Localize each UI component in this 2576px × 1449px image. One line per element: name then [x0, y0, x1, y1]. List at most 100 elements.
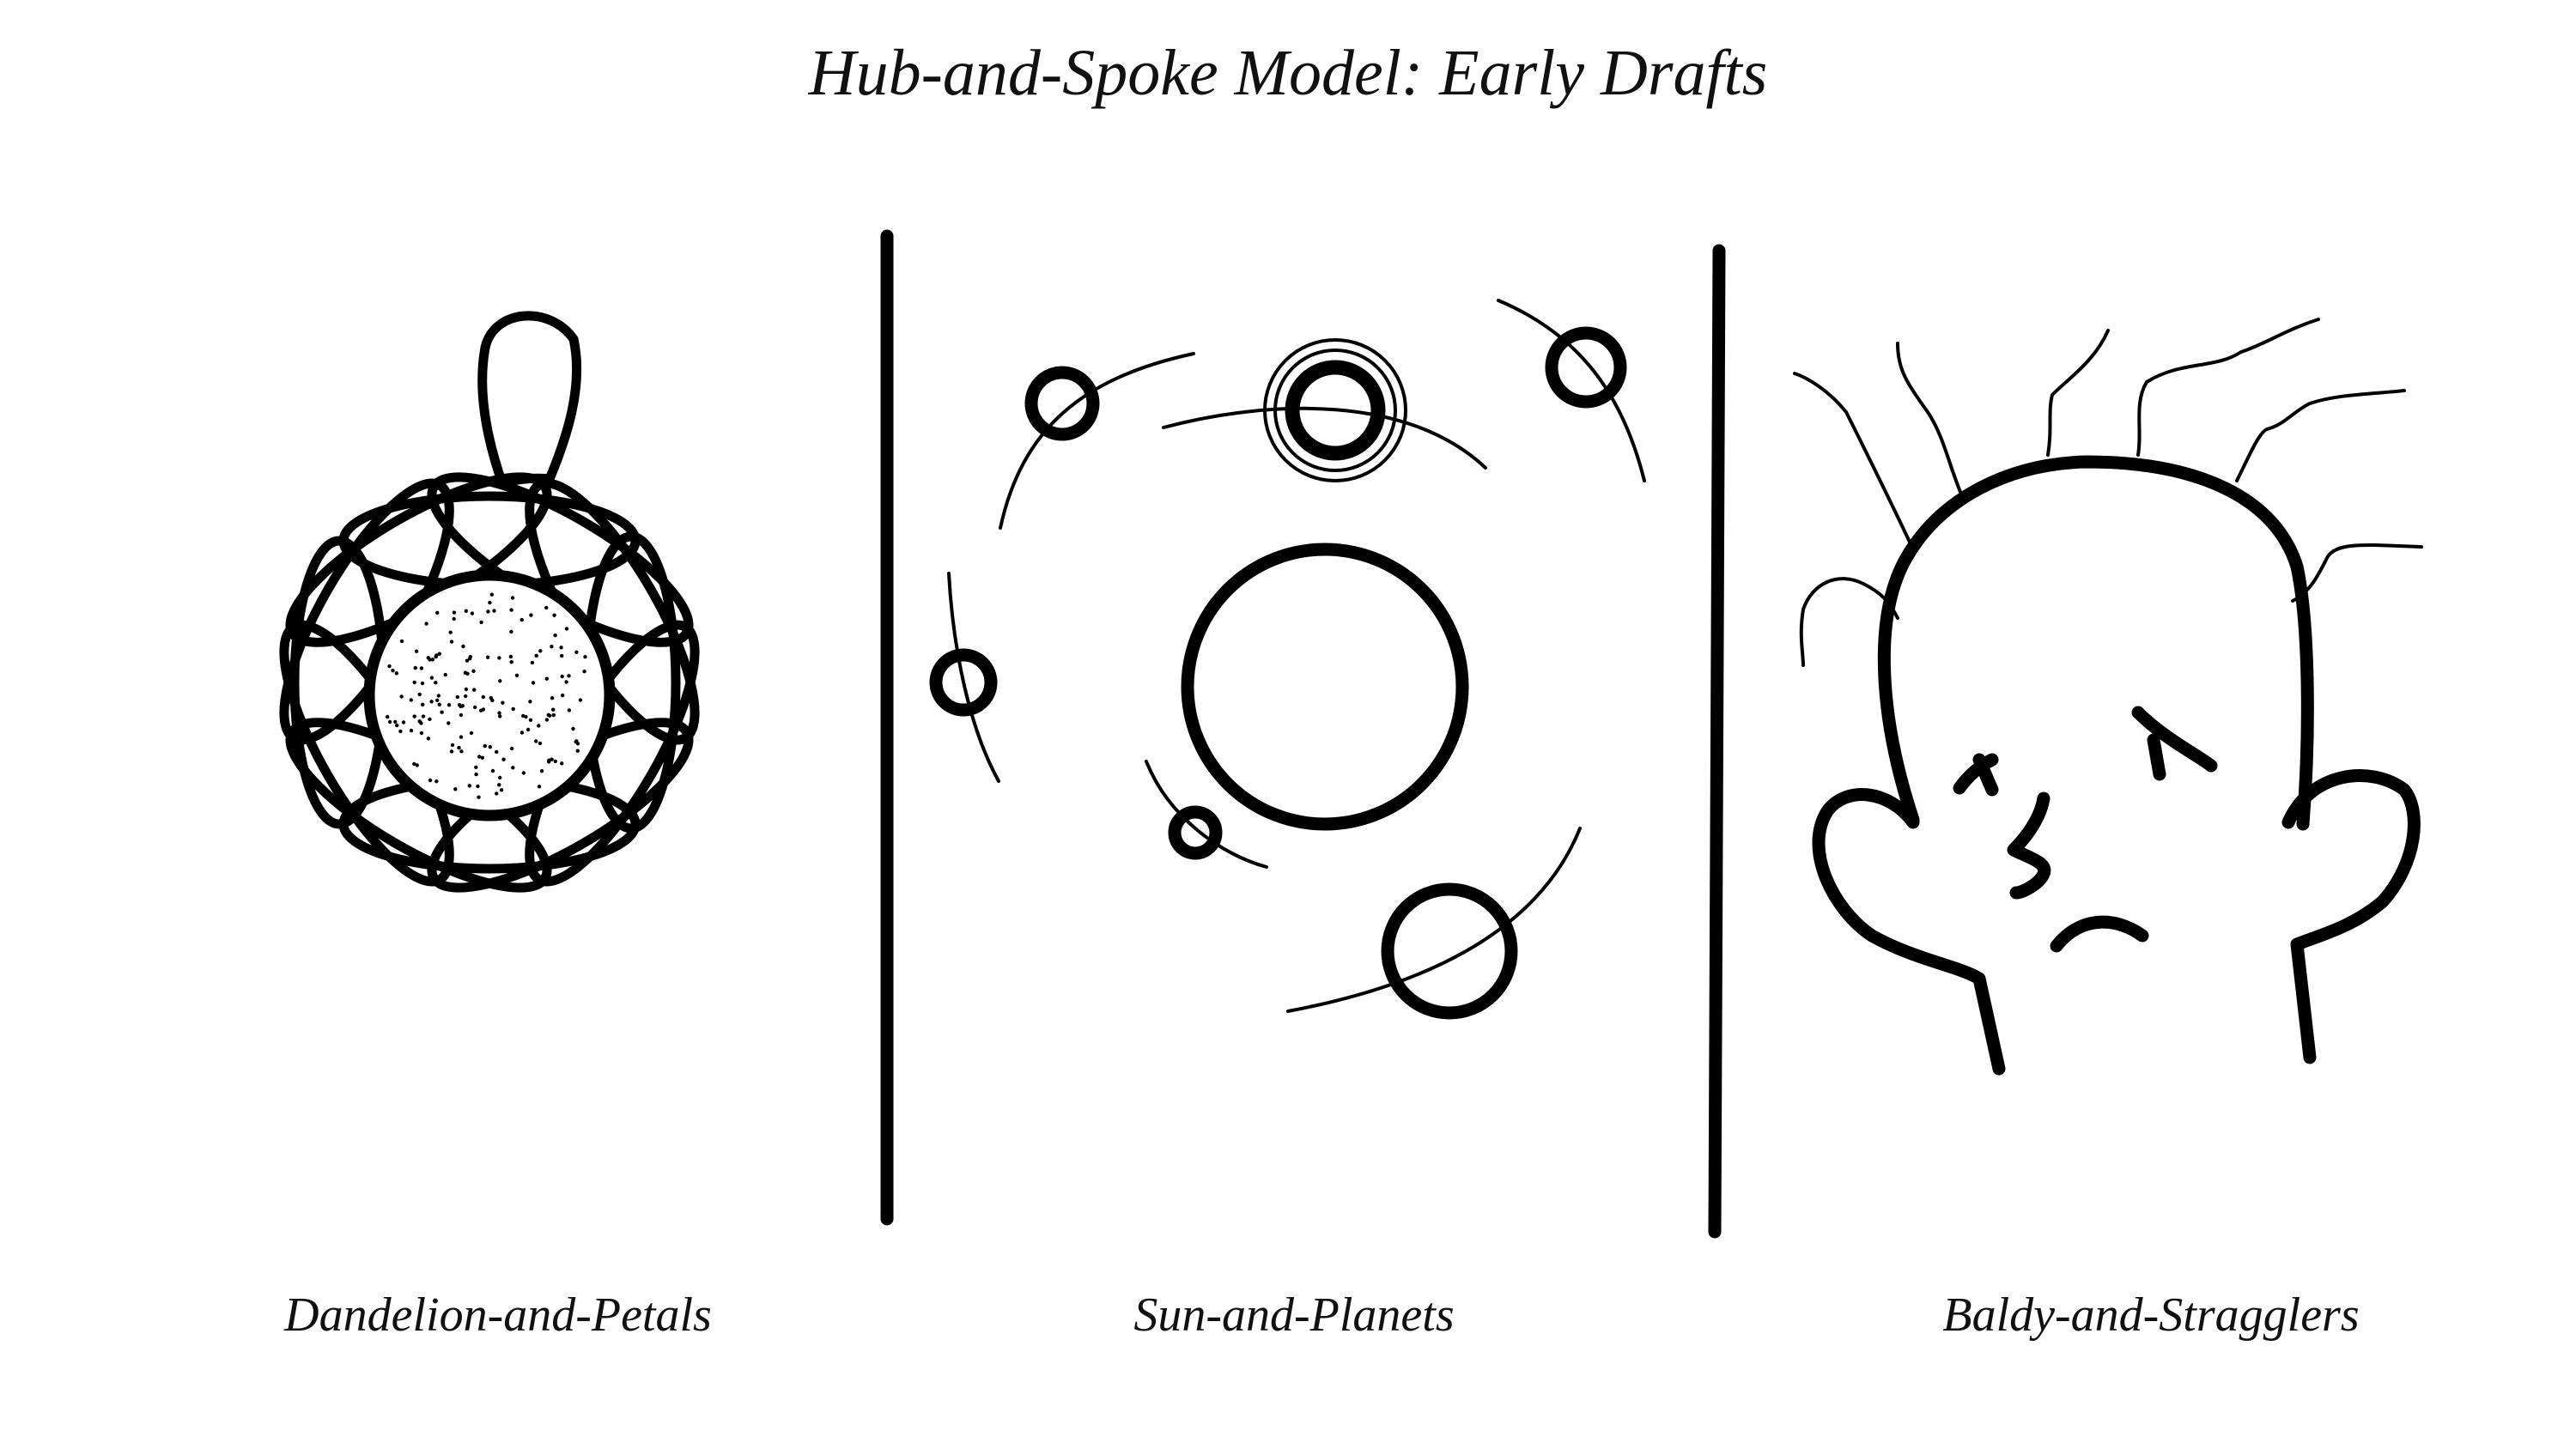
stipple-dot [424, 621, 428, 626]
stipple-dot [414, 649, 419, 653]
stipple-dot [509, 629, 513, 634]
stipple-dot [399, 639, 404, 644]
stipple-dot [426, 737, 431, 741]
stipple-dot [461, 644, 465, 649]
stipple-dot [435, 698, 440, 702]
stipple-dot [553, 759, 557, 764]
stipple-dot [452, 610, 457, 615]
stipple-dot [544, 676, 549, 681]
stipple-dot [453, 787, 458, 791]
stipple-dot [567, 708, 572, 712]
stipple-dot [553, 634, 557, 638]
flower-center [363, 569, 616, 822]
stipple-dot [447, 721, 451, 725]
fallen-petal [477, 311, 582, 488]
stipple-dot [480, 755, 484, 760]
stipple-dot [519, 617, 524, 622]
stipple-dot [434, 779, 439, 784]
right-eye [2147, 733, 2166, 781]
right-ear [2281, 769, 2421, 1064]
stipple-dot [547, 758, 551, 762]
stipple-dot [437, 652, 441, 656]
stipple-dot [490, 698, 495, 702]
stipple-dot [421, 702, 425, 706]
planet [1381, 882, 1518, 1020]
stipple-dot [481, 694, 485, 700]
stipple-dot [546, 712, 550, 717]
stipple-dot [395, 723, 399, 728]
stipple-dot [452, 616, 456, 621]
orbit-path [1162, 406, 1487, 470]
stipple-dot [561, 693, 565, 698]
stipple-dot [476, 784, 480, 789]
stipple-dot [574, 739, 579, 743]
stipple-dot [428, 717, 432, 721]
stipple-dot [437, 702, 441, 706]
stray-hairs [1793, 318, 2423, 667]
planet [929, 648, 998, 717]
stipple-dot [538, 649, 543, 653]
stipple-dot [443, 672, 447, 677]
stipple-dot [511, 766, 515, 770]
stipple-dot [551, 707, 556, 712]
stipple-dot [450, 743, 455, 748]
stipple-dot [530, 660, 535, 665]
stipple-dot [479, 708, 483, 712]
stipple-dot [498, 714, 502, 718]
stipple-dot [526, 727, 531, 732]
stipple-dot [544, 605, 549, 610]
stipple-dot [560, 653, 564, 658]
stipple-dot [528, 700, 532, 704]
stipple-dot [426, 656, 430, 660]
stipple-dot [552, 613, 556, 617]
stipple-dot [514, 673, 519, 677]
stipple-dot [387, 719, 392, 724]
stipple-dot [401, 720, 406, 724]
stipple-dot [490, 768, 495, 773]
stipple-dot [434, 655, 438, 659]
stipple-dot [571, 726, 575, 731]
stipple-dot [429, 700, 434, 704]
stipple-dot [497, 783, 501, 787]
stipple-dot [477, 795, 481, 799]
stipple-dot [551, 712, 556, 718]
stipple-dot [429, 676, 434, 680]
stipple-dot [419, 731, 424, 736]
stipple-dot [485, 655, 490, 659]
stipple-dot [467, 784, 471, 788]
stipple-dot [449, 640, 454, 644]
bald-head-icon [1793, 318, 2423, 1076]
stipple-dot [419, 721, 423, 725]
stipple-dot [464, 694, 468, 699]
stipple-dot [539, 769, 544, 773]
right-eyebrow [2131, 706, 2218, 773]
orbit-path [1145, 760, 1268, 869]
frown-mouth [2050, 915, 2149, 953]
planet [1545, 326, 1627, 409]
stipple-dot [495, 749, 499, 755]
stipple-dot [488, 745, 492, 749]
stipple-dot [531, 681, 536, 685]
stipple-dot [436, 694, 441, 698]
stipple-dot [483, 743, 487, 749]
solar-system-icon [929, 299, 1646, 1020]
stipple-dot [474, 765, 478, 769]
stipple-dot [469, 731, 474, 736]
nose [2007, 791, 2051, 900]
stipple-dot [412, 714, 416, 718]
planet-ringed [1285, 360, 1386, 461]
stipple-dot [498, 679, 502, 683]
stipple-dot [534, 739, 538, 743]
stipple-dot [575, 749, 580, 753]
stipple-dot [519, 731, 525, 735]
stipple-dot [419, 666, 424, 670]
stipple-dot [420, 681, 425, 686]
stipple-dot [511, 706, 515, 712]
stipple-dot [412, 761, 416, 767]
orbit-path [947, 572, 1000, 783]
planet-ring [1273, 349, 1397, 472]
stipple-dot [447, 703, 452, 707]
stipple-dot [578, 698, 583, 702]
left-eye [1972, 753, 1999, 797]
